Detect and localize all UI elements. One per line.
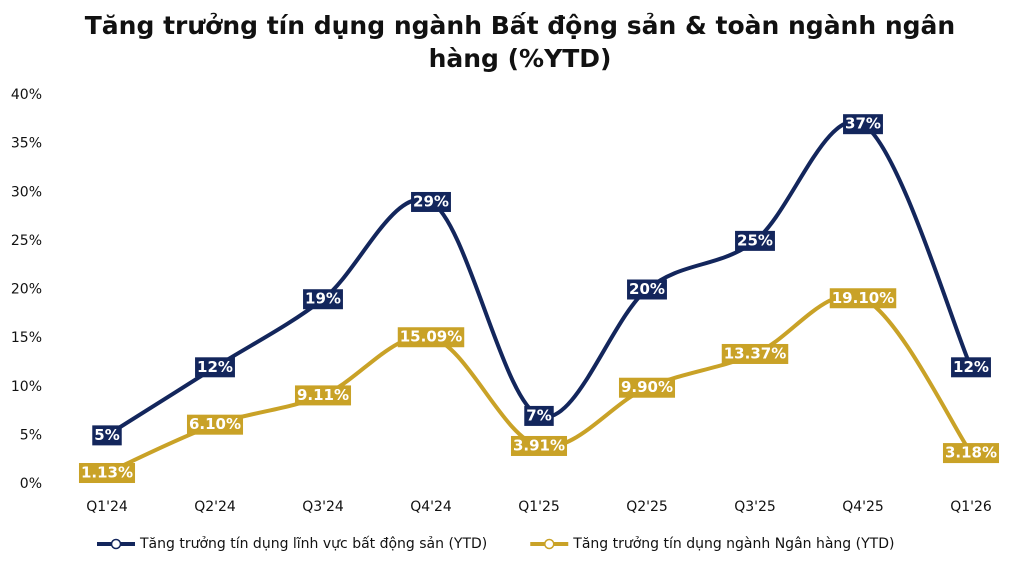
legend-label: Tăng trưởng tín dụng ngành Ngân hàng (YT… (572, 536, 894, 552)
legend-marker (110, 538, 122, 550)
x-tick-label: Q4'25 (842, 499, 884, 515)
data-label: 37% (843, 114, 883, 135)
data-label-box (411, 191, 451, 212)
y-tick-label: 20% (11, 282, 42, 298)
data-label: 12% (951, 357, 991, 378)
data-label-text: 6.10% (189, 415, 241, 433)
data-label-box (303, 289, 343, 310)
data-label: 3.91% (510, 435, 568, 456)
data-label-text: 25% (737, 231, 773, 249)
x-tick-label: Q3'25 (734, 499, 776, 515)
y-tick-label: 5% (20, 427, 42, 443)
data-label-text: 9.11% (297, 386, 349, 404)
data-label-box (843, 114, 883, 135)
data-label-text: 12% (953, 358, 989, 376)
data-label: 19% (303, 289, 343, 310)
data-label-text: 3.91% (513, 436, 565, 454)
data-label-box (397, 327, 465, 348)
data-label: 9.11% (294, 385, 352, 406)
data-label-text: 19% (305, 290, 341, 308)
y-tick-label: 25% (11, 233, 42, 249)
x-tick-label: Q2'24 (194, 499, 236, 515)
data-label: 12% (195, 357, 235, 378)
series-line (105, 119, 973, 438)
legend-marker (544, 538, 555, 550)
data-label-box (294, 385, 352, 406)
data-label: 6.10% (186, 414, 244, 435)
data-label-text: 20% (629, 280, 665, 298)
data-label-text: 7% (526, 406, 551, 424)
x-tick-label: Q1'26 (950, 499, 992, 515)
y-tick-label: 0% (20, 476, 42, 492)
data-label-box (92, 425, 122, 446)
data-label: 15.09% (397, 327, 465, 348)
data-label-box (618, 377, 676, 398)
data-label-box (524, 405, 554, 426)
data-label-box (951, 357, 991, 378)
y-tick-label: 35% (11, 136, 42, 152)
data-label-text: 37% (845, 115, 881, 133)
x-tick-label: Q3'24 (302, 499, 344, 515)
y-tick-label: 10% (11, 379, 42, 395)
x-tick-label: Q1'25 (518, 499, 560, 515)
data-label: 13.37% (721, 343, 789, 364)
data-label: 5% (92, 425, 122, 446)
data-label-text: 15.09% (400, 328, 462, 346)
data-label-box (942, 443, 1000, 464)
data-label-text: 29% (413, 192, 449, 210)
data-label: 1.13% (78, 463, 136, 484)
data-label: 7% (524, 405, 554, 426)
data-label: 9.90% (618, 377, 676, 398)
x-tick-label: Q1'24 (86, 499, 128, 515)
y-tick-label: 40% (11, 87, 42, 103)
data-label: 20% (627, 279, 667, 300)
data-label-text: 3.18% (945, 444, 997, 462)
data-label: 3.18% (942, 443, 1000, 464)
x-tick-label: Q2'25 (626, 499, 668, 515)
y-tick-label: 30% (11, 184, 42, 200)
data-label-text: 13.37% (724, 344, 786, 362)
data-label: 29% (411, 191, 451, 212)
data-label-box (735, 230, 775, 251)
x-tick-label: Q4'24 (410, 499, 452, 515)
y-tick-label: 15% (11, 330, 42, 346)
data-label-box (627, 279, 667, 300)
data-label-box (186, 414, 244, 435)
data-label-box (195, 357, 235, 378)
data-label-text: 5% (94, 426, 119, 444)
data-label-box (829, 288, 897, 309)
data-label-text: 12% (197, 358, 233, 376)
legend-label: Tăng trưởng tín dụng lĩnh vực bất động s… (139, 536, 487, 552)
data-label-box (78, 463, 136, 484)
data-label-box (721, 343, 789, 364)
data-label-text: 1.13% (81, 464, 133, 482)
data-label-text: 9.90% (621, 378, 673, 396)
data-label: 19.10% (829, 288, 897, 309)
data-label-box (510, 435, 568, 456)
data-label-text: 19.10% (832, 289, 894, 307)
chart-title: Tăng trưởng tín dụng ngành Bất động sản … (85, 11, 955, 73)
data-label: 25% (735, 230, 775, 251)
